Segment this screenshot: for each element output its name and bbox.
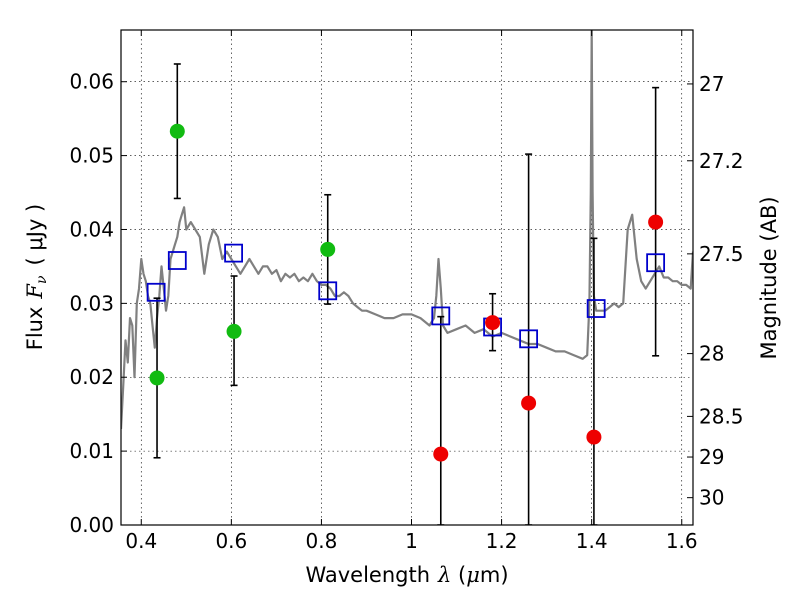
x-tick-label: 1 <box>405 529 418 553</box>
grid-lines <box>121 30 693 526</box>
observed-point-red <box>586 429 602 445</box>
y-tick-label: 0.00 <box>69 513 114 537</box>
model-photometry-square <box>224 243 243 263</box>
y2-axis-label: Magnitude (AB) <box>757 196 781 359</box>
model-photometry-square <box>146 282 166 302</box>
observed-point-green <box>149 370 165 386</box>
observed-point-green <box>320 241 336 257</box>
model-photometry-square <box>519 329 539 349</box>
y2-axis-ticks: 27 27.2 27.5 28 28.5 29 30 <box>687 72 744 510</box>
y2-tick-label: 29 <box>699 445 724 469</box>
x-tick-label: 1.6 <box>666 529 698 553</box>
x-axis-ticks: 0.4 0.6 0.8 1 1.2 1.4 1.6 <box>125 30 698 553</box>
y-tick-label: 0.03 <box>69 291 114 315</box>
model-photometry-square <box>167 251 187 270</box>
observed-point-red <box>648 214 664 230</box>
y2-tick-label: 27.2 <box>699 149 744 173</box>
y2-tick-label: 28.5 <box>699 404 744 428</box>
model-photometry-square <box>318 281 338 301</box>
model-photometry-square <box>586 299 606 318</box>
model-sed-line <box>121 30 693 430</box>
y-tick-label: 0.02 <box>69 365 114 389</box>
x-tick-label: 0.4 <box>125 529 157 553</box>
observed-point-green <box>226 323 242 339</box>
y2-tick-label: 30 <box>699 486 724 510</box>
y-axis-ticks: 0.00 0.01 0.02 0.03 0.04 0.05 0.06 <box>69 70 127 537</box>
y-tick-label: 0.05 <box>69 144 114 168</box>
plot-frame <box>120 29 694 526</box>
y2-tick-label: 28 <box>699 342 724 366</box>
y-tick-label: 0.06 <box>69 70 114 94</box>
plot-content <box>121 30 693 525</box>
model-photometry-square <box>431 306 451 326</box>
x-tick-label: 0.6 <box>215 529 247 553</box>
observed-point-green <box>169 123 185 139</box>
y-axis-label: FluxFν( μJy ) <box>23 204 50 350</box>
model-photometry-square <box>646 253 666 273</box>
y2-tick-label: 27 <box>699 72 724 96</box>
x-tick-label: 0.8 <box>306 529 338 553</box>
observed-point-red <box>521 395 537 411</box>
y2-tick-label: 27.5 <box>699 242 744 266</box>
x-axis-label: Wavelength λ (μm) <box>305 563 508 587</box>
observed-point-red <box>485 315 501 331</box>
x-tick-label: 1.4 <box>576 529 608 553</box>
observed-point-red <box>433 446 449 462</box>
y-tick-label: 0.01 <box>69 439 114 463</box>
x-tick-label: 1.2 <box>486 529 518 553</box>
y-tick-label: 0.04 <box>69 217 114 241</box>
